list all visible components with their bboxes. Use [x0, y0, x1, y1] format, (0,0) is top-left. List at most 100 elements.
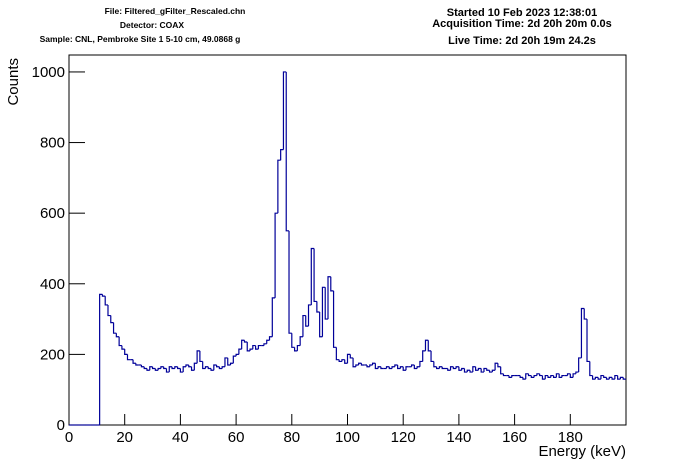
histogram-bin — [486, 368, 490, 371]
histogram-bin — [483, 367, 487, 373]
histogram-bin — [266, 339, 270, 344]
x-tick-label: 20 — [116, 429, 133, 446]
histogram-bin — [427, 340, 432, 352]
histogram-bin — [371, 362, 376, 365]
histogram-bin — [477, 367, 482, 371]
histogram-bin — [199, 350, 203, 363]
histogram-bin — [583, 308, 588, 320]
histogram-bin — [112, 322, 117, 334]
histogram-bin — [458, 366, 462, 371]
histogram-bin — [530, 375, 535, 378]
histogram-bin — [561, 374, 565, 378]
histogram-bin — [589, 361, 593, 377]
header-text: Acquisition Time: 2d 20h 20m 0.0s — [432, 18, 612, 30]
histogram-bin — [149, 366, 153, 371]
histogram-bin — [424, 339, 429, 351]
histogram-bin — [327, 276, 331, 320]
histogram-bin — [422, 350, 426, 362]
histogram-bin — [394, 364, 398, 367]
histogram-bin — [488, 370, 493, 373]
histogram-bin — [566, 373, 571, 376]
histogram-bin — [321, 286, 326, 337]
histogram-bin — [349, 354, 354, 359]
histogram-bin — [555, 373, 560, 378]
histogram-bin — [508, 375, 512, 378]
histogram-bin — [182, 366, 186, 373]
histogram-bin — [257, 344, 262, 350]
histogram-bin — [154, 368, 159, 371]
histogram-bin — [611, 377, 615, 380]
histogram-bin — [380, 366, 384, 370]
header-text: Sample: CNL, Pembroke Site 1 5-10 cm, 49… — [40, 34, 241, 44]
histogram-bin — [597, 377, 601, 380]
histogram-bin — [419, 360, 423, 367]
histogram-bin — [614, 374, 618, 380]
histogram-bin — [491, 369, 496, 373]
histogram-bin — [168, 366, 173, 373]
histogram-bin — [115, 333, 120, 338]
histogram-bin — [235, 353, 239, 357]
histogram-bin — [550, 374, 554, 378]
histogram-bin — [338, 359, 342, 363]
histogram-bin — [238, 348, 242, 355]
x-tick-label: 40 — [172, 429, 189, 446]
histogram-bin — [246, 342, 251, 352]
histogram-bin — [385, 366, 390, 369]
histogram-bin — [600, 374, 604, 380]
histogram-bin — [177, 366, 181, 370]
header-text: Detector: COAX — [120, 20, 185, 30]
histogram-bin — [221, 366, 225, 369]
y-tick-label: 600 — [40, 205, 65, 222]
histogram-bin — [447, 368, 451, 371]
histogram-bin — [452, 366, 457, 370]
histogram-bin — [196, 350, 200, 364]
histogram-bin — [569, 373, 574, 378]
histogram-bin — [541, 375, 546, 380]
histogram-bin — [475, 366, 479, 371]
histogram-bin — [296, 344, 301, 351]
histogram-bin — [151, 366, 156, 370]
histogram-bin — [594, 376, 599, 380]
histogram-bin — [608, 376, 613, 380]
histogram-bin — [449, 366, 454, 371]
histogram-bin — [210, 368, 214, 371]
histogram-bin — [346, 353, 351, 364]
histogram-bin — [586, 319, 590, 363]
x-tick-label: 140 — [446, 429, 471, 446]
histogram-bin — [274, 212, 278, 298]
histogram-bin — [360, 363, 365, 366]
histogram-bin — [355, 364, 359, 367]
x-tick-label: 100 — [335, 429, 360, 446]
histogram-bin — [391, 366, 395, 369]
y-tick-label: 1000 — [32, 64, 65, 81]
histogram-bin — [525, 373, 529, 380]
histogram-bin — [433, 361, 437, 368]
histogram-bin — [310, 247, 315, 305]
histogram-bin — [282, 71, 287, 150]
histogram-bin — [313, 248, 317, 303]
x-tick-label: 180 — [558, 429, 583, 446]
histogram-bin — [605, 377, 610, 380]
y-axis-title: Counts — [5, 58, 22, 106]
header-text: Started 10 Feb 2023 12:38:01 — [447, 7, 597, 19]
y-tick-label: 800 — [40, 135, 65, 152]
histogram-bin — [163, 366, 167, 370]
histogram-bin — [104, 296, 108, 306]
histogram-bin — [157, 367, 161, 371]
histogram-bin — [101, 294, 106, 297]
histogram-bin — [558, 373, 562, 378]
histogram-bin — [224, 357, 228, 367]
histogram-bin — [413, 364, 418, 370]
histogram-bin — [285, 71, 290, 232]
histogram-bin — [288, 230, 292, 334]
histogram-bin — [121, 345, 125, 350]
histogram-bin — [369, 364, 373, 367]
histogram-bin — [603, 375, 607, 378]
histogram-bin — [143, 366, 147, 370]
histogram-bin — [527, 373, 532, 377]
histogram-bin — [455, 366, 459, 369]
histogram-bin — [575, 371, 579, 374]
histogram-bin — [500, 366, 504, 375]
x-tick-label: 60 — [228, 429, 245, 446]
histogram-bin — [572, 373, 576, 378]
